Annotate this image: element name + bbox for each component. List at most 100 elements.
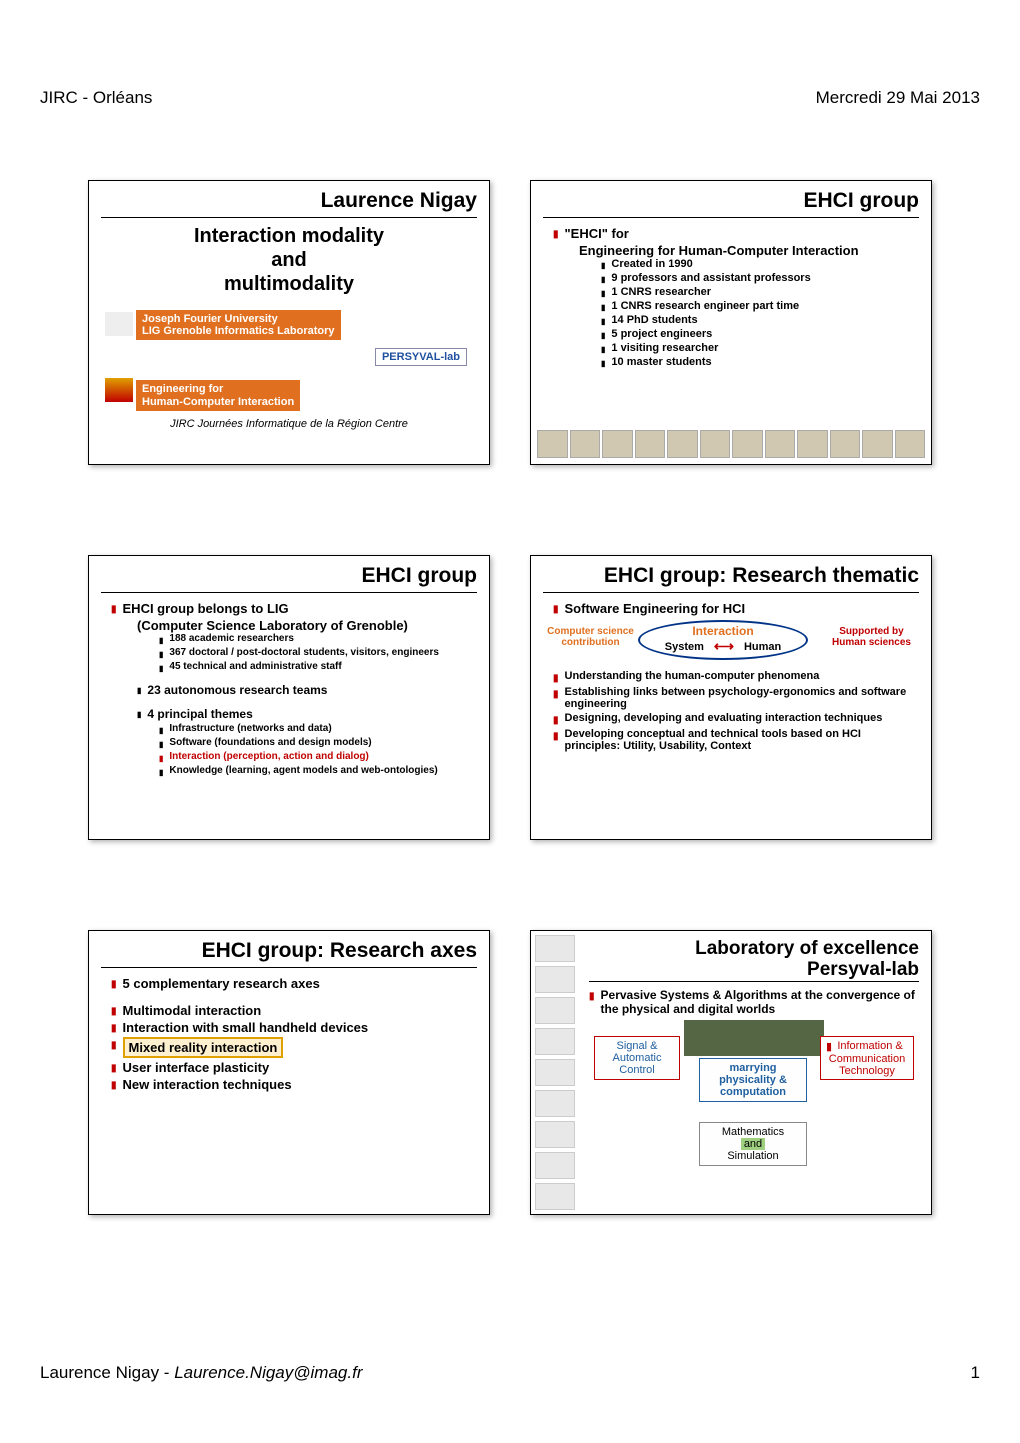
partner-logo-icon xyxy=(535,1059,575,1086)
partner-logo-icon xyxy=(535,1183,575,1210)
bullet-icon: ▮ xyxy=(601,303,605,312)
math-box: Mathematics and Simulation xyxy=(699,1122,807,1166)
interaction-diagram: Computer science contribution Interactio… xyxy=(543,620,919,664)
bullet-text: 1 CNRS research engineer part time xyxy=(611,300,799,312)
box-l1: Information & xyxy=(837,1040,902,1052)
bullet-text: Interaction with small handheld devices xyxy=(123,1020,369,1035)
bullet-head: ▮ Pervasive Systems & Algorithms at the … xyxy=(589,988,919,1016)
bullet-text: 9 professors and assistant professors xyxy=(611,272,810,284)
bullet-icon: ▮ xyxy=(159,768,163,777)
avatar-icon xyxy=(862,430,893,458)
system-label: System xyxy=(665,641,704,653)
page-header: JIRC - Orléans Mercredi 29 Mai 2013 xyxy=(0,88,1020,108)
bullet-icon: ▮ xyxy=(601,345,605,354)
bullet-icon: ▮ xyxy=(159,740,163,749)
avatar-icon xyxy=(830,430,861,458)
slide-body: Laboratory of excellence Persyval-lab ▮ … xyxy=(589,939,919,1174)
diagram-center-image xyxy=(684,1020,824,1056)
title-l1: Laboratory of excellence xyxy=(695,938,919,959)
bullet-item: ▮ Understanding the human-computer phenom… xyxy=(553,670,919,684)
bullet-item: ▮ Knowledge (learning, agent models and w… xyxy=(159,765,477,777)
label-l2: contribution xyxy=(561,637,619,648)
bullet-text: 1 visiting researcher xyxy=(611,342,718,354)
page-footer: Laurence Nigay - Laurence.Nigay@imag.fr … xyxy=(0,1363,1020,1383)
bullet-text: 367 doctoral / post-doctoral students, v… xyxy=(169,647,439,658)
bullet-icon: ▮ xyxy=(111,1080,117,1091)
bullet-text: Knowledge (learning, agent models and we… xyxy=(169,765,437,776)
university-banner: Joseph Fourier University LIG Grenoble I… xyxy=(136,310,341,340)
title-line2: and xyxy=(101,248,477,272)
avatar-icon xyxy=(667,430,698,458)
bullet-item: ▮Designing, developing and evaluating in… xyxy=(553,712,919,726)
bullet-head: ▮ "EHCI" for xyxy=(553,226,919,241)
avatar-icon xyxy=(765,430,796,458)
bullet-icon: ▮ xyxy=(137,710,141,719)
bullet-item: ▮Interaction with small handheld devices xyxy=(111,1020,477,1035)
bullet-text: Developing conceptual and technical tool… xyxy=(565,728,919,752)
footer-left: Laurence Nigay - Laurence.Nigay@imag.fr xyxy=(40,1363,362,1383)
box-l2: and xyxy=(741,1138,765,1150)
avatar-icon xyxy=(732,430,763,458)
bullet-item: ▮ 23 autonomous research teams xyxy=(137,683,477,697)
bullet-item: ▮14 PhD students xyxy=(601,314,919,326)
partner-logos xyxy=(535,935,575,1210)
box-l3: computation xyxy=(720,1086,786,1098)
bullet-item: ▮5 project engineers xyxy=(601,328,919,340)
human-label: Human xyxy=(744,641,781,653)
slide-persyval-lab: Laboratory of excellence Persyval-lab ▮ … xyxy=(530,930,932,1215)
partner-logo-icon xyxy=(535,966,575,993)
diagram-right-label: Supported by Human sciences xyxy=(824,626,919,648)
bullet-icon: ▮ xyxy=(137,686,141,695)
title-line1: Interaction modality xyxy=(101,224,477,248)
ehci-banner: Engineering for Human-Computer Interacti… xyxy=(136,380,300,411)
bullet-item: ▮45 technical and administrative staff xyxy=(159,661,477,673)
bullet-item: ▮Multimodal interaction xyxy=(111,1003,477,1018)
bullet-text: New interaction techniques xyxy=(123,1077,292,1092)
signal-box: Signal & Automatic Control xyxy=(594,1036,680,1080)
diagram-left-label: Computer science contribution xyxy=(543,626,638,648)
bullet-item: ▮ 1 CNRS research engineer part time xyxy=(601,300,919,312)
bullet-icon: ▮ xyxy=(601,289,605,298)
bullet-text: Interaction (perception, action and dial… xyxy=(169,751,368,762)
banner-line2: LIG Grenoble Informatics Laboratory xyxy=(142,325,335,337)
ehci-line2: Human-Computer Interaction xyxy=(142,396,294,409)
bullet-icon: ▮ xyxy=(553,673,559,684)
bullet-item: ▮ 1 visiting researcher xyxy=(601,342,919,354)
footer-page-number: 1 xyxy=(971,1363,980,1383)
box-l2: Automatic xyxy=(613,1052,662,1064)
bullet-text: Establishing links between psychology-er… xyxy=(565,686,919,710)
bullet-text: Software Engineering for HCI xyxy=(565,601,746,616)
bullet-item: ▮367 doctoral / post-doctoral students, … xyxy=(159,647,477,659)
box-l2: physicality & xyxy=(719,1074,787,1086)
slide-title-text: Laboratory of excellence Persyval-lab xyxy=(589,939,919,981)
bullet-text: 5 project engineers xyxy=(611,328,712,340)
slide-title-text: EHCI group: Research thematic xyxy=(543,564,919,593)
bullet-text: 188 academic researchers xyxy=(169,633,294,644)
bullet-subhead: (Computer Science Laboratory of Grenoble… xyxy=(137,618,477,633)
lig-logo-icon xyxy=(105,312,133,336)
bullet-icon: ▮ xyxy=(159,726,163,735)
bullet-text: User interface plasticity xyxy=(123,1060,270,1075)
bullet-item: ▮ 4 principal themes xyxy=(137,707,477,721)
bullet-text: "EHCI" for xyxy=(565,226,629,241)
box-l1: Signal & xyxy=(617,1040,658,1052)
bullet-item: ▮1 CNRS researcher xyxy=(601,286,919,298)
slide-caption: JIRC Journées Informatique de la Région … xyxy=(101,418,477,430)
affiliation-graphic: Joseph Fourier University LIG Grenoble I… xyxy=(101,304,477,414)
bullet-text: Designing, developing and evaluating int… xyxy=(565,712,883,724)
bullet-item: ▮Created in 1990 xyxy=(601,258,919,270)
bullet-icon: ▮ xyxy=(601,261,605,270)
partner-logo-icon xyxy=(535,1090,575,1117)
bullet-text: Software (foundations and design models) xyxy=(169,737,371,748)
bullet-text: Understanding the human-computer phenome… xyxy=(565,670,820,682)
partner-logo-icon xyxy=(535,935,575,962)
team-avatars xyxy=(537,430,925,458)
box-l3: Control xyxy=(619,1064,654,1076)
partner-logo-icon xyxy=(535,1028,575,1055)
bullet-icon: ▮ xyxy=(111,979,117,990)
bullet-icon: ▮ xyxy=(159,636,163,645)
bullet-item: ▮10 master students xyxy=(601,356,919,368)
bullet-text: 10 master students xyxy=(611,356,711,368)
bullet-icon: ▮ xyxy=(159,664,163,673)
persyval-diagram: Signal & Automatic Control ▮ Information… xyxy=(589,1024,919,1174)
